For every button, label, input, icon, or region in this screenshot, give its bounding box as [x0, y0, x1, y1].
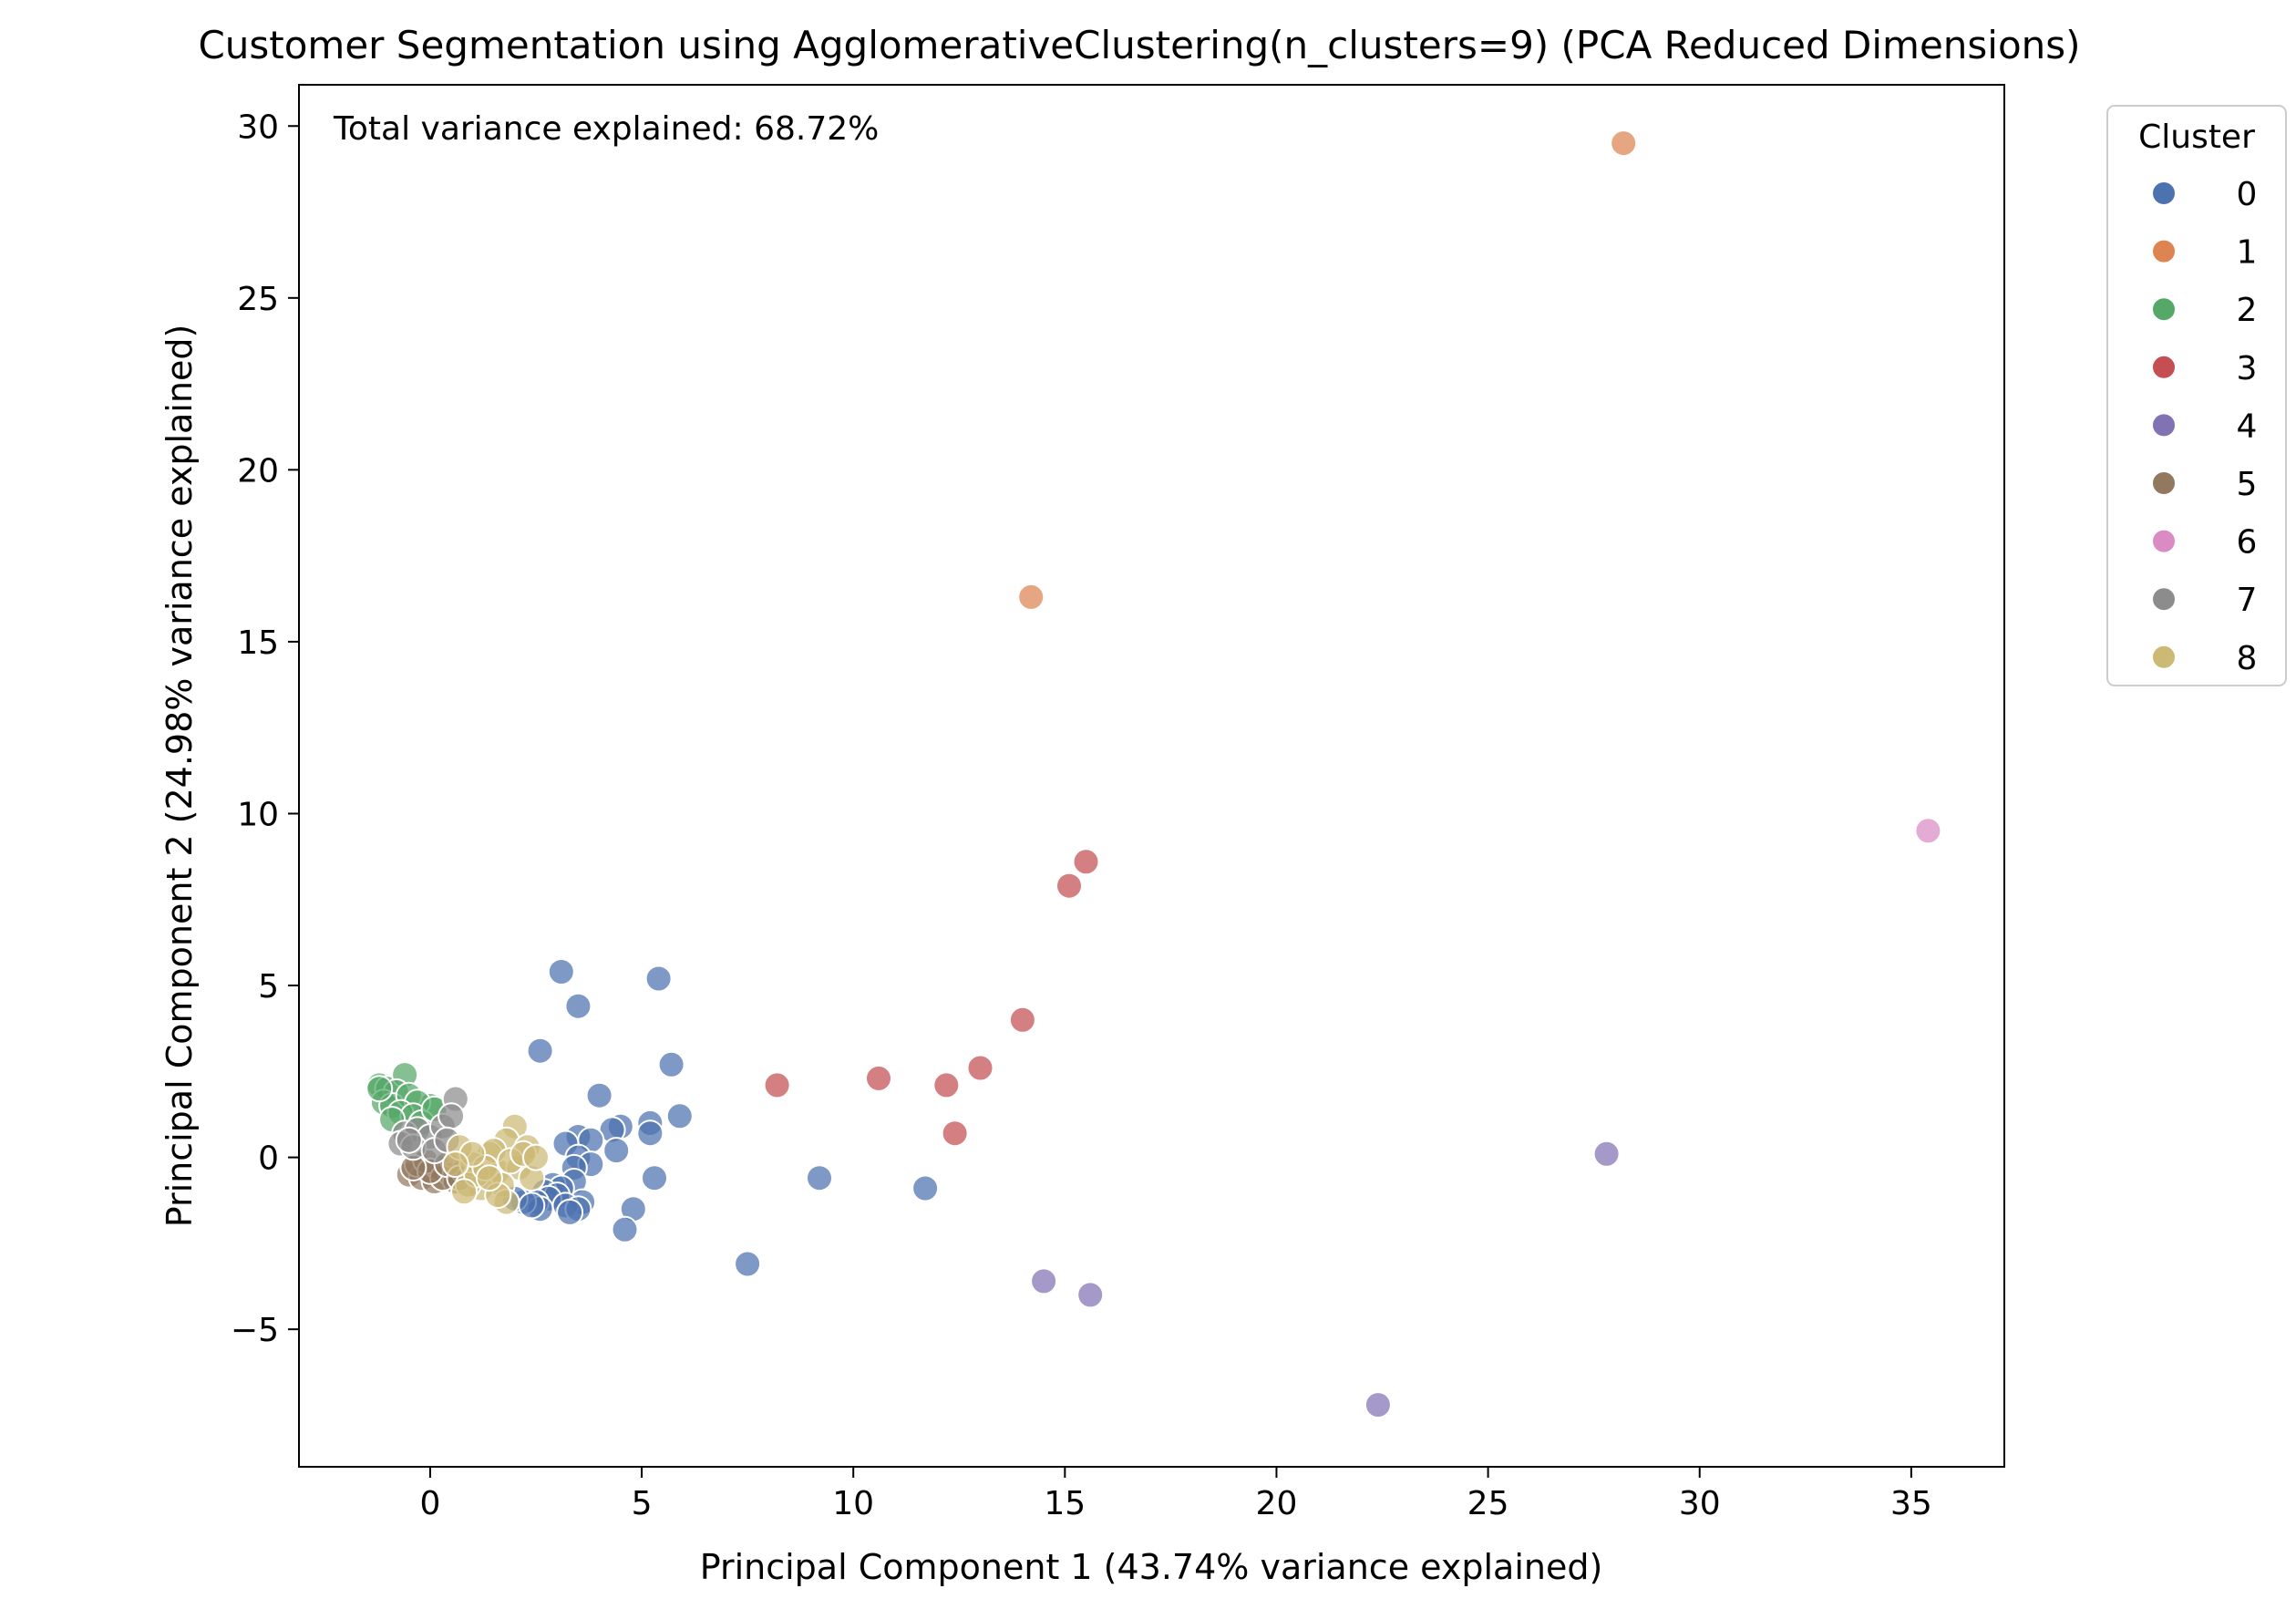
- point-cluster-0: [644, 964, 673, 993]
- legend-marker-2: [2151, 296, 2177, 323]
- y-axis-label: Principal Component 2 (24.98% variance e…: [160, 325, 200, 1228]
- y-tick-label: 30: [237, 108, 279, 146]
- legend-marker-3: [2151, 354, 2177, 380]
- legend-marker-0: [2151, 180, 2177, 206]
- point-cluster-4: [1364, 1391, 1392, 1419]
- point-cluster-8: [522, 1143, 550, 1171]
- x-axis-ticks: 0 5 10 15 20 25 30 35: [419, 1467, 1932, 1522]
- legend-label-8: 8: [2237, 640, 2258, 677]
- legend-marker-4: [2151, 412, 2177, 438]
- point-cluster-0: [641, 1164, 668, 1192]
- point-cluster-0: [564, 992, 592, 1020]
- point-cluster-0: [526, 1037, 554, 1065]
- plot-frame: [298, 84, 2005, 1468]
- legend-label-0: 0: [2237, 176, 2258, 213]
- point-cluster-3: [966, 1054, 994, 1082]
- legend-title: Cluster: [2138, 119, 2255, 156]
- point-cluster-0: [602, 1137, 631, 1165]
- point-cluster-4: [1076, 1281, 1105, 1309]
- point-cluster-7: [395, 1126, 423, 1154]
- y-axis-ticks: −5 0 5 10 15 20 25 30: [231, 108, 299, 1349]
- point-cluster-2: [366, 1075, 394, 1103]
- scatter-points: [366, 129, 1942, 1419]
- point-cluster-0: [806, 1164, 833, 1192]
- point-cluster-0: [665, 1102, 694, 1130]
- point-cluster-0: [585, 1081, 613, 1109]
- x-axis-label: Principal Component 1 (43.74% variance e…: [700, 1547, 1603, 1587]
- point-cluster-0: [636, 1119, 664, 1148]
- plot-area: [298, 84, 2005, 1468]
- x-tick-label: 35: [1890, 1485, 1932, 1522]
- point-cluster-3: [1072, 848, 1100, 876]
- x-tick-label: 5: [632, 1485, 653, 1522]
- plot-background: [299, 85, 2004, 1467]
- legend-marker-1: [2151, 238, 2177, 264]
- point-cluster-0: [911, 1174, 940, 1202]
- point-cluster-3: [932, 1071, 961, 1099]
- x-tick-label: 0: [419, 1485, 440, 1522]
- y-tick-label: 10: [237, 796, 279, 833]
- point-cluster-4: [1592, 1140, 1621, 1168]
- point-cluster-0: [657, 1050, 685, 1078]
- legend: Cluster 0 1 2 3 4 5 6 7 8: [2106, 105, 2287, 686]
- y-tick-label: 25: [237, 281, 279, 318]
- legend-items: 0 1 2 3 4 5 6 7 8: [2151, 176, 2258, 677]
- legend-label-4: 4: [2237, 407, 2258, 445]
- point-cluster-3: [1055, 872, 1083, 900]
- legend-marker-8: [2151, 644, 2177, 670]
- y-tick-label: −5: [231, 1312, 279, 1349]
- legend-marker-7: [2151, 586, 2177, 613]
- point-cluster-3: [1008, 1006, 1036, 1034]
- point-cluster-6: [1914, 817, 1942, 845]
- legend-marker-6: [2151, 528, 2177, 554]
- y-tick-label: 20: [237, 452, 279, 490]
- point-cluster-3: [865, 1064, 892, 1092]
- point-cluster-0: [518, 1191, 546, 1220]
- point-cluster-4: [1030, 1267, 1058, 1295]
- point-cluster-8: [450, 1178, 479, 1206]
- legend-marker-5: [2151, 470, 2177, 496]
- x-tick-label: 15: [1044, 1485, 1086, 1522]
- point-cluster-1: [1610, 129, 1638, 158]
- legend-label-3: 3: [2237, 350, 2258, 387]
- point-cluster-0: [734, 1250, 762, 1278]
- x-tick-label: 10: [832, 1485, 874, 1522]
- point-cluster-0: [556, 1198, 584, 1226]
- point-cluster-1: [1017, 583, 1045, 611]
- legend-label-6: 6: [2237, 524, 2258, 562]
- x-tick-label: 20: [1256, 1485, 1298, 1522]
- chart-title: Customer Segmentation using Agglomerativ…: [198, 23, 2080, 67]
- legend-box: [2106, 105, 2287, 686]
- point-cluster-7: [438, 1102, 466, 1130]
- point-cluster-0: [547, 958, 575, 985]
- x-tick-label: 25: [1467, 1485, 1509, 1522]
- y-tick-label: 5: [258, 968, 279, 1006]
- y-tick-label: 15: [237, 624, 279, 662]
- point-cluster-3: [941, 1119, 969, 1148]
- point-cluster-0: [611, 1215, 639, 1243]
- point-cluster-8: [441, 1150, 469, 1179]
- x-tick-label: 30: [1679, 1485, 1721, 1522]
- point-cluster-3: [763, 1071, 791, 1099]
- y-tick-label: 0: [258, 1140, 279, 1178]
- point-cluster-8: [475, 1164, 503, 1192]
- legend-label-1: 1: [2237, 234, 2258, 272]
- legend-label-7: 7: [2237, 582, 2258, 619]
- legend-label-2: 2: [2237, 292, 2258, 329]
- variance-annotation: Total variance explained: 68.72%: [333, 110, 879, 148]
- legend-label-5: 5: [2237, 466, 2258, 503]
